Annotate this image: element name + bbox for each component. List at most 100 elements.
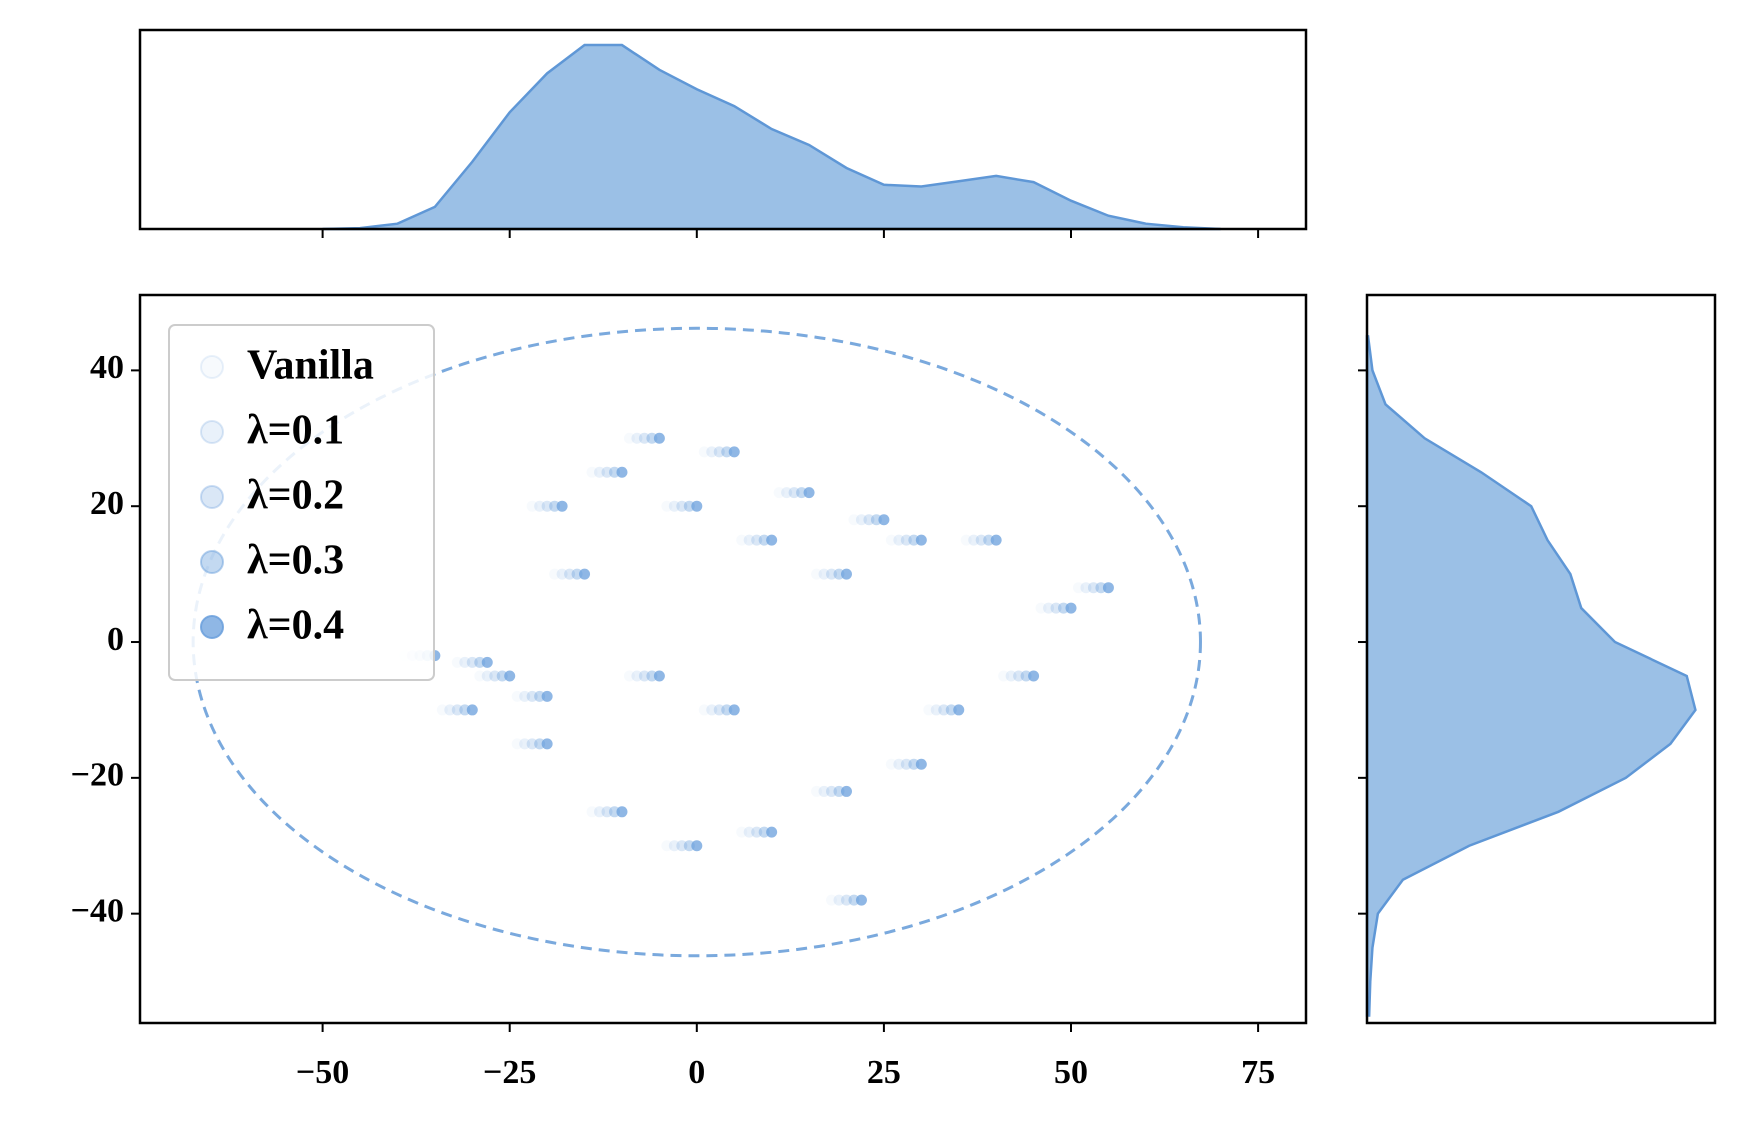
- y-tick-label: 0: [107, 621, 124, 658]
- point: [811, 568, 823, 580]
- y-tick-label: 40: [90, 349, 124, 386]
- point: [840, 785, 852, 797]
- point: [975, 534, 987, 546]
- legend-marker: [200, 485, 224, 509]
- legend-marker: [200, 355, 224, 379]
- point: [713, 446, 725, 458]
- y-tick-label: −20: [71, 757, 124, 794]
- legend-marker: [200, 615, 224, 639]
- point: [990, 534, 1002, 546]
- point: [960, 534, 972, 546]
- point: [751, 826, 763, 838]
- point: [586, 806, 598, 818]
- point: [616, 466, 628, 478]
- point: [526, 738, 538, 750]
- point: [556, 568, 568, 580]
- point: [953, 704, 965, 716]
- point: [526, 690, 538, 702]
- legend-box: [168, 324, 435, 681]
- legend-marker: [200, 420, 224, 444]
- point: [743, 534, 755, 546]
- x-tick-label: 75: [1241, 1054, 1275, 1091]
- x-tick-label: 50: [1054, 1054, 1088, 1091]
- point: [885, 758, 897, 770]
- point: [541, 500, 553, 512]
- point: [691, 840, 703, 852]
- point: [855, 894, 867, 906]
- legend-label: λ=0.2: [247, 473, 344, 519]
- point: [466, 656, 478, 668]
- point: [601, 806, 613, 818]
- point: [1013, 670, 1025, 682]
- point: [811, 785, 823, 797]
- point: [1050, 602, 1062, 614]
- point: [444, 704, 456, 716]
- point: [1005, 670, 1017, 682]
- point: [474, 670, 486, 682]
- point: [668, 500, 680, 512]
- legend-label: λ=0.3: [247, 538, 344, 584]
- point: [1028, 670, 1040, 682]
- point: [504, 670, 516, 682]
- point: [653, 670, 665, 682]
- legend-label: λ=0.1: [247, 408, 344, 454]
- point: [848, 514, 860, 526]
- point: [781, 487, 793, 499]
- point: [900, 758, 912, 770]
- point: [594, 806, 606, 818]
- point: [661, 500, 673, 512]
- point: [511, 738, 523, 750]
- point: [826, 568, 838, 580]
- point: [519, 690, 531, 702]
- point: [459, 656, 471, 668]
- point: [915, 758, 927, 770]
- point: [661, 840, 673, 852]
- x-tick-label: 0: [688, 1054, 705, 1091]
- point: [451, 656, 463, 668]
- point: [631, 670, 643, 682]
- point: [638, 432, 650, 444]
- point: [938, 704, 950, 716]
- point: [930, 704, 942, 716]
- point: [1072, 582, 1084, 594]
- y-tick-label: −40: [71, 892, 124, 929]
- point: [840, 568, 852, 580]
- point: [1087, 582, 1099, 594]
- point: [818, 785, 830, 797]
- point: [668, 840, 680, 852]
- point: [736, 534, 748, 546]
- point: [466, 704, 478, 716]
- y-tick-label: 20: [90, 485, 124, 522]
- point: [698, 704, 710, 716]
- point: [481, 656, 493, 668]
- point: [713, 704, 725, 716]
- point: [676, 500, 688, 512]
- point: [601, 466, 613, 478]
- point: [541, 690, 553, 702]
- point: [751, 534, 763, 546]
- point: [803, 487, 815, 499]
- point: [766, 534, 778, 546]
- point: [773, 487, 785, 499]
- point: [826, 894, 838, 906]
- x-tick-label: −25: [483, 1054, 536, 1091]
- kde-x-area: [322, 43, 1221, 231]
- point: [541, 738, 553, 750]
- point: [1080, 582, 1092, 594]
- point: [653, 432, 665, 444]
- right-frame: [1365, 293, 1717, 1025]
- point: [855, 514, 867, 526]
- x-tick-label: −50: [296, 1054, 349, 1091]
- point: [511, 690, 523, 702]
- point: [579, 568, 591, 580]
- point: [818, 568, 830, 580]
- point: [481, 670, 493, 682]
- top-frame: [138, 28, 1308, 231]
- kde-y-area: [1365, 335, 1697, 1017]
- point: [900, 534, 912, 546]
- point: [564, 568, 576, 580]
- point: [691, 500, 703, 512]
- point: [743, 826, 755, 838]
- point: [728, 446, 740, 458]
